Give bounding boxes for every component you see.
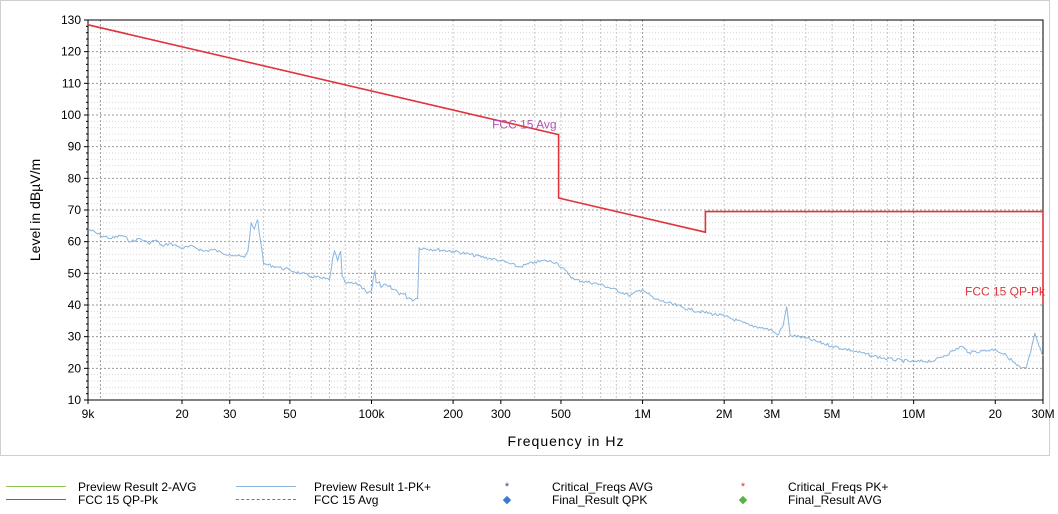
limit-line-fcc15-qp-pk [87, 24, 1044, 304]
legend-swatch [6, 499, 66, 500]
chart-frame [0, 0, 1050, 456]
legend-label: Critical_Freqs PK+ [788, 480, 889, 494]
legend-label: Final_Result AVG [788, 493, 882, 507]
y-tick-label: 20 [68, 361, 82, 375]
x-tick-label: 3M [764, 407, 781, 421]
legend-label: Final_Result QPK [552, 493, 648, 507]
limit-labels: FCC 15 Avg FCC 15 QP-Pk [492, 118, 1046, 299]
x-tick-label: 30M [1031, 407, 1054, 421]
legend-item: * Critical_Freqs PK+ [710, 480, 940, 494]
diamond-marker-icon: ◆ [502, 494, 512, 506]
x-axis: 9k 20 30 50 100k 200 300 500 1M 2M 3M 5M 10M 20 30M [82, 400, 1055, 421]
x-tick-label: 1M [634, 407, 651, 421]
legend-label: FCC 15 Avg [314, 493, 379, 507]
y-axis: 10 20 30 40 50 60 70 80 90 100 110 120 130 [61, 13, 88, 407]
x-tick-label: 9k [82, 407, 96, 421]
legend-swatch [236, 486, 296, 487]
x-tick-label: 2M [716, 407, 733, 421]
grid [87, 19, 1044, 401]
y-tick-label: 90 [68, 140, 82, 154]
series-line-preview-pk [87, 219, 1044, 370]
legend: Preview Result 2-AVG FCC 15 QP-Pk Preview … [0, 458, 1058, 514]
y-tick-label: 10 [68, 393, 82, 407]
x-tick-label: 30 [223, 407, 237, 421]
x-tick-label: 100k [358, 407, 385, 421]
x-axis-title: Frequency in Hz [508, 433, 625, 449]
y-tick-label: 30 [68, 330, 82, 344]
legend-label: Preview Result 1-PK+ [314, 480, 432, 494]
x-tick-label: 50 [283, 407, 297, 421]
x-tick-label: 200 [443, 407, 463, 421]
asterisk-marker-icon: * [504, 481, 510, 493]
legend-label: Preview Result 2-AVG [78, 480, 197, 494]
y-tick-label: 80 [68, 171, 82, 185]
y-tick-label: 100 [61, 108, 81, 122]
legend-label: Critical_Freqs AVG [552, 480, 654, 494]
y-axis-title: Level in dBµV/m [27, 159, 43, 261]
legend-swatch [236, 499, 296, 500]
limit-label-fcc15-qp-pk: FCC 15 QP-Pk [965, 284, 1046, 298]
series [87, 219, 1044, 370]
legend-label: FCC 15 QP-Pk [78, 493, 159, 507]
x-tick-label: 300 [491, 407, 511, 421]
y-tick-label: 70 [68, 203, 82, 217]
x-tick-label: 500 [551, 407, 571, 421]
asterisk-marker-icon: * [740, 481, 746, 493]
y-tick-label: 60 [68, 235, 82, 249]
y-tick-label: 120 [61, 45, 81, 59]
y-tick-label: 40 [68, 298, 82, 312]
legend-item: * Critical_Freqs AVG [474, 480, 704, 494]
legend-item: ◆ Final_Result AVG [710, 493, 940, 507]
x-tick-label: 20 [989, 407, 1003, 421]
y-tick-label: 130 [61, 13, 81, 27]
diamond-marker-icon: ◆ [738, 494, 748, 506]
legend-item: FCC 15 QP-Pk [0, 493, 230, 507]
legend-item: Preview Result 1-PK+ [236, 480, 466, 494]
x-tick-label: 5M [824, 407, 841, 421]
limit-lines [87, 24, 1044, 304]
y-tick-label: 110 [62, 76, 81, 90]
y-tick-label: 50 [68, 266, 82, 280]
legend-item: FCC 15 Avg [236, 493, 466, 507]
x-tick-label: 10M [902, 407, 925, 421]
limit-label-fcc15-avg: FCC 15 Avg [492, 118, 556, 132]
x-tick-label: 20 [175, 407, 189, 421]
legend-item: Preview Result 2-AVG [0, 480, 230, 494]
legend-swatch [6, 486, 66, 487]
legend-item: ◆ Final_Result QPK [474, 493, 704, 507]
